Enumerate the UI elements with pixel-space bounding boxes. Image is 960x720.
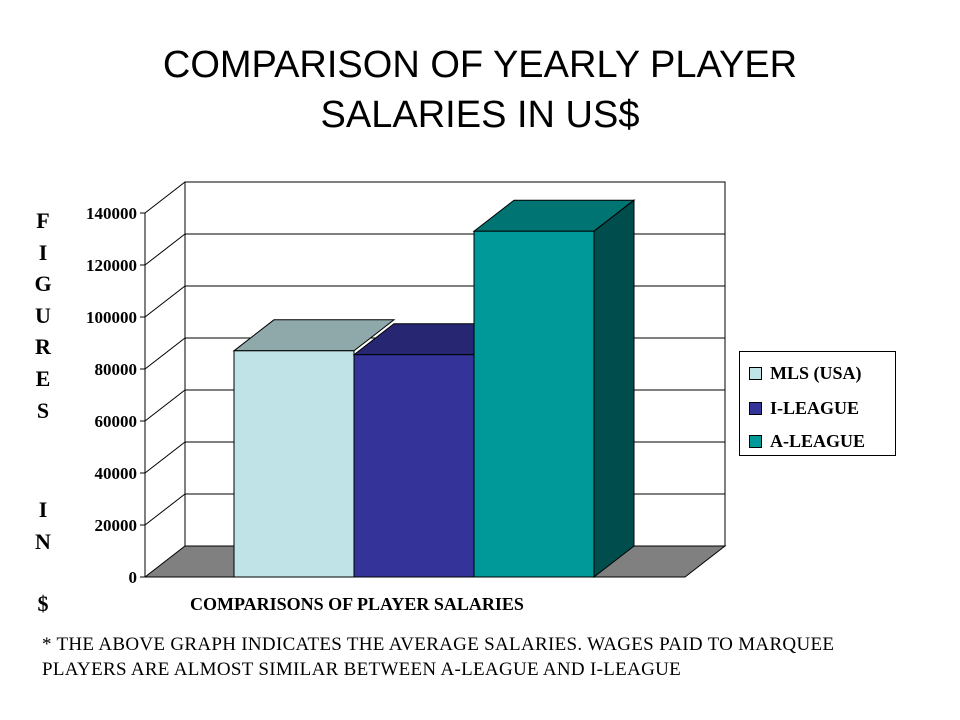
y-axis-label-letter: I bbox=[38, 497, 48, 522]
y-axis-label-letter: S bbox=[36, 397, 50, 423]
legend-swatch bbox=[749, 401, 762, 415]
legend-label: MLS (USA) bbox=[770, 362, 862, 383]
y-tick-label: 20000 bbox=[95, 516, 138, 535]
legend-item: I-LEAGUE bbox=[749, 396, 859, 420]
y-tick-label: 120000 bbox=[86, 256, 137, 275]
bar-front bbox=[233, 350, 355, 578]
y-tick-label: 0 bbox=[129, 568, 138, 587]
gridline bbox=[144, 181, 725, 214]
y-axis-label-letter: N bbox=[35, 528, 51, 554]
bar-mls-usa bbox=[232, 319, 396, 578]
y-axis-label-part3: $ bbox=[30, 588, 56, 620]
chart-title-line1: COMPARISON OF YEARLY PLAYER bbox=[162, 44, 798, 86]
legend-item: MLS (USA) bbox=[749, 361, 862, 385]
y-axis-label-letter: R bbox=[35, 334, 51, 360]
y-tick-label: 80000 bbox=[95, 360, 138, 379]
y-tick-label: 60000 bbox=[95, 412, 138, 431]
bar-front bbox=[473, 230, 595, 578]
bar-side bbox=[593, 199, 635, 579]
y-axis-label-letter: U bbox=[35, 302, 51, 328]
y-axis-label-letter: F bbox=[36, 208, 50, 233]
bar-a-league bbox=[472, 199, 636, 579]
chart-title: COMPARISON OF YEARLY PLAYER SALARIES IN … bbox=[0, 40, 960, 140]
x-axis-label: COMPARISONS OF PLAYER SALARIES bbox=[190, 594, 524, 614]
legend-label: A-LEAGUE bbox=[770, 430, 866, 451]
legend-label: I-LEAGUE bbox=[770, 397, 860, 418]
bar-front bbox=[353, 354, 475, 578]
y-tick-label: 100000 bbox=[86, 308, 137, 327]
y-tick-label: 40000 bbox=[95, 464, 138, 483]
legend-item: A-LEAGUE bbox=[749, 429, 865, 453]
chart-legend: MLS (USA) I-LEAGUE A-LEAGUE bbox=[739, 351, 896, 456]
legend-swatch bbox=[749, 366, 762, 380]
y-axis-label-letter: G bbox=[34, 271, 52, 297]
chart-title-line2: SALARIES IN US$ bbox=[320, 94, 640, 136]
y-axis-label-letter: E bbox=[35, 365, 51, 391]
y-axis-label-letter: $ bbox=[37, 591, 49, 616]
footnote: * THE ABOVE GRAPH INDICATES THE AVERAGE … bbox=[42, 634, 835, 680]
legend-swatch bbox=[749, 434, 762, 448]
y-tick-label: 140000 bbox=[86, 204, 137, 223]
y-axis-label-letter: I bbox=[38, 239, 48, 265]
